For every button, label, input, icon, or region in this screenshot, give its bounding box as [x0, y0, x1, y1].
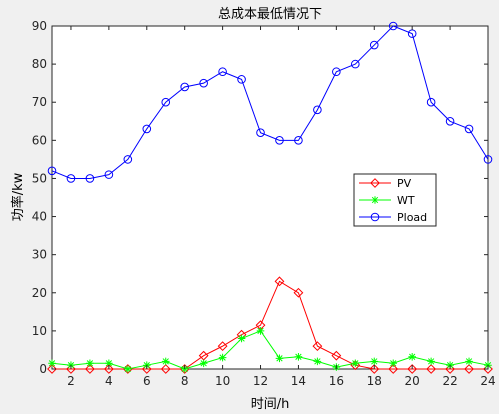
data-point-pload [161, 97, 171, 107]
y-tick-label: 80 [32, 57, 47, 71]
data-point-pload [256, 128, 265, 138]
data-point-pload [426, 97, 436, 107]
data-point-pload [369, 40, 379, 50]
data-point-pload [180, 82, 189, 92]
data-point-pload [388, 21, 398, 31]
data-point-pload [275, 136, 284, 145]
data-point-wt [199, 359, 208, 368]
series-pload [47, 21, 493, 183]
data-point-pload [313, 105, 322, 115]
data-point-pload [483, 155, 493, 164]
chart-title: 总成本最低情况下 [218, 7, 322, 22]
data-point-pv [369, 364, 380, 374]
data-point-pload [123, 155, 133, 164]
x-tick-label: 8 [181, 374, 189, 388]
data-point-pload [445, 116, 455, 126]
legend: PV WT Pload [353, 173, 437, 227]
data-point-pv [85, 364, 95, 374]
legend-label-pv: PV [397, 177, 412, 190]
legend-marker-wt [371, 196, 379, 204]
x-tick-label: 24 [480, 374, 495, 388]
y-tick-label: 20 [32, 286, 47, 300]
y-axis-label: 功率/kw [10, 172, 26, 221]
y-tick-label: 40 [32, 210, 47, 224]
data-point-pload [142, 124, 152, 134]
y-tick-label: 50 [32, 171, 47, 185]
legend-marker-pload [370, 212, 380, 222]
legend-marker-pv [370, 178, 380, 188]
data-point-pv [426, 364, 437, 374]
legend-item-wt: WT [359, 194, 415, 207]
data-point-wt [370, 357, 379, 366]
x-tick-label: 16 [329, 374, 344, 388]
x-tick-label: 22 [442, 374, 457, 388]
data-point-wt [294, 353, 303, 361]
data-point-pv [407, 364, 418, 374]
y-tick-label: 0 [39, 362, 47, 376]
legend-label-pload: Pload [397, 211, 427, 224]
legend-item-pload: Pload [359, 211, 427, 224]
data-point-wt [465, 357, 473, 366]
x-tick-label: 12 [253, 374, 268, 388]
data-point-pload [66, 174, 76, 183]
y-tick-label: 10 [32, 324, 47, 338]
data-point-pv [293, 287, 304, 298]
data-point-wt [256, 327, 265, 335]
legend-label-wt: WT [397, 194, 415, 207]
data-point-pload [199, 78, 208, 88]
data-point-wt [237, 334, 246, 343]
data-point-pload [85, 174, 95, 183]
data-point-pv [217, 341, 228, 352]
data-point-wt [408, 353, 416, 361]
data-point-pv [388, 364, 399, 374]
data-point-pv [312, 341, 323, 352]
data-point-wt [161, 357, 170, 366]
data-point-wt [86, 359, 94, 368]
series-layer [47, 21, 493, 374]
data-point-pload [351, 59, 360, 69]
data-point-wt [427, 357, 435, 366]
data-point-wt [389, 359, 398, 368]
data-point-pload [332, 67, 341, 77]
x-tick-label: 14 [291, 374, 306, 388]
data-point-wt [313, 357, 322, 366]
data-point-pv [274, 276, 285, 287]
x-axis-label: 时间/h [251, 397, 290, 412]
data-point-pv [103, 364, 114, 374]
data-point-pv [464, 364, 474, 374]
data-point-pv [122, 364, 133, 374]
data-point-pv [331, 350, 342, 361]
x-tick-label: 4 [105, 374, 113, 388]
x-tick-label: 2 [67, 374, 75, 388]
series-wt [48, 327, 492, 373]
data-point-pload [104, 170, 114, 179]
data-point-pload [47, 166, 57, 176]
data-point-wt [48, 359, 56, 368]
data-point-wt [218, 353, 227, 362]
y-tick-label: 70 [32, 95, 47, 109]
data-point-wt [105, 359, 113, 368]
y-tick-label: 60 [32, 133, 47, 147]
x-tick-label: 10 [215, 374, 230, 388]
data-point-wt [124, 365, 132, 373]
y-tick-label: 90 [32, 19, 47, 33]
x-tick-label: 20 [405, 374, 420, 388]
data-point-pload [464, 124, 474, 134]
series-line-wt [51, 330, 489, 370]
data-point-wt [351, 359, 360, 368]
data-point-wt [275, 354, 284, 363]
x-tick-label: 18 [367, 374, 382, 388]
data-point-pv [160, 364, 171, 374]
data-point-pload [218, 67, 227, 77]
data-point-pload [294, 136, 303, 145]
x-tick-label: 6 [143, 374, 151, 388]
data-point-pv [47, 364, 57, 374]
y-tick-label: 30 [32, 248, 47, 262]
legend-item-pv: PV [359, 177, 412, 190]
data-point-pload [237, 75, 246, 84]
